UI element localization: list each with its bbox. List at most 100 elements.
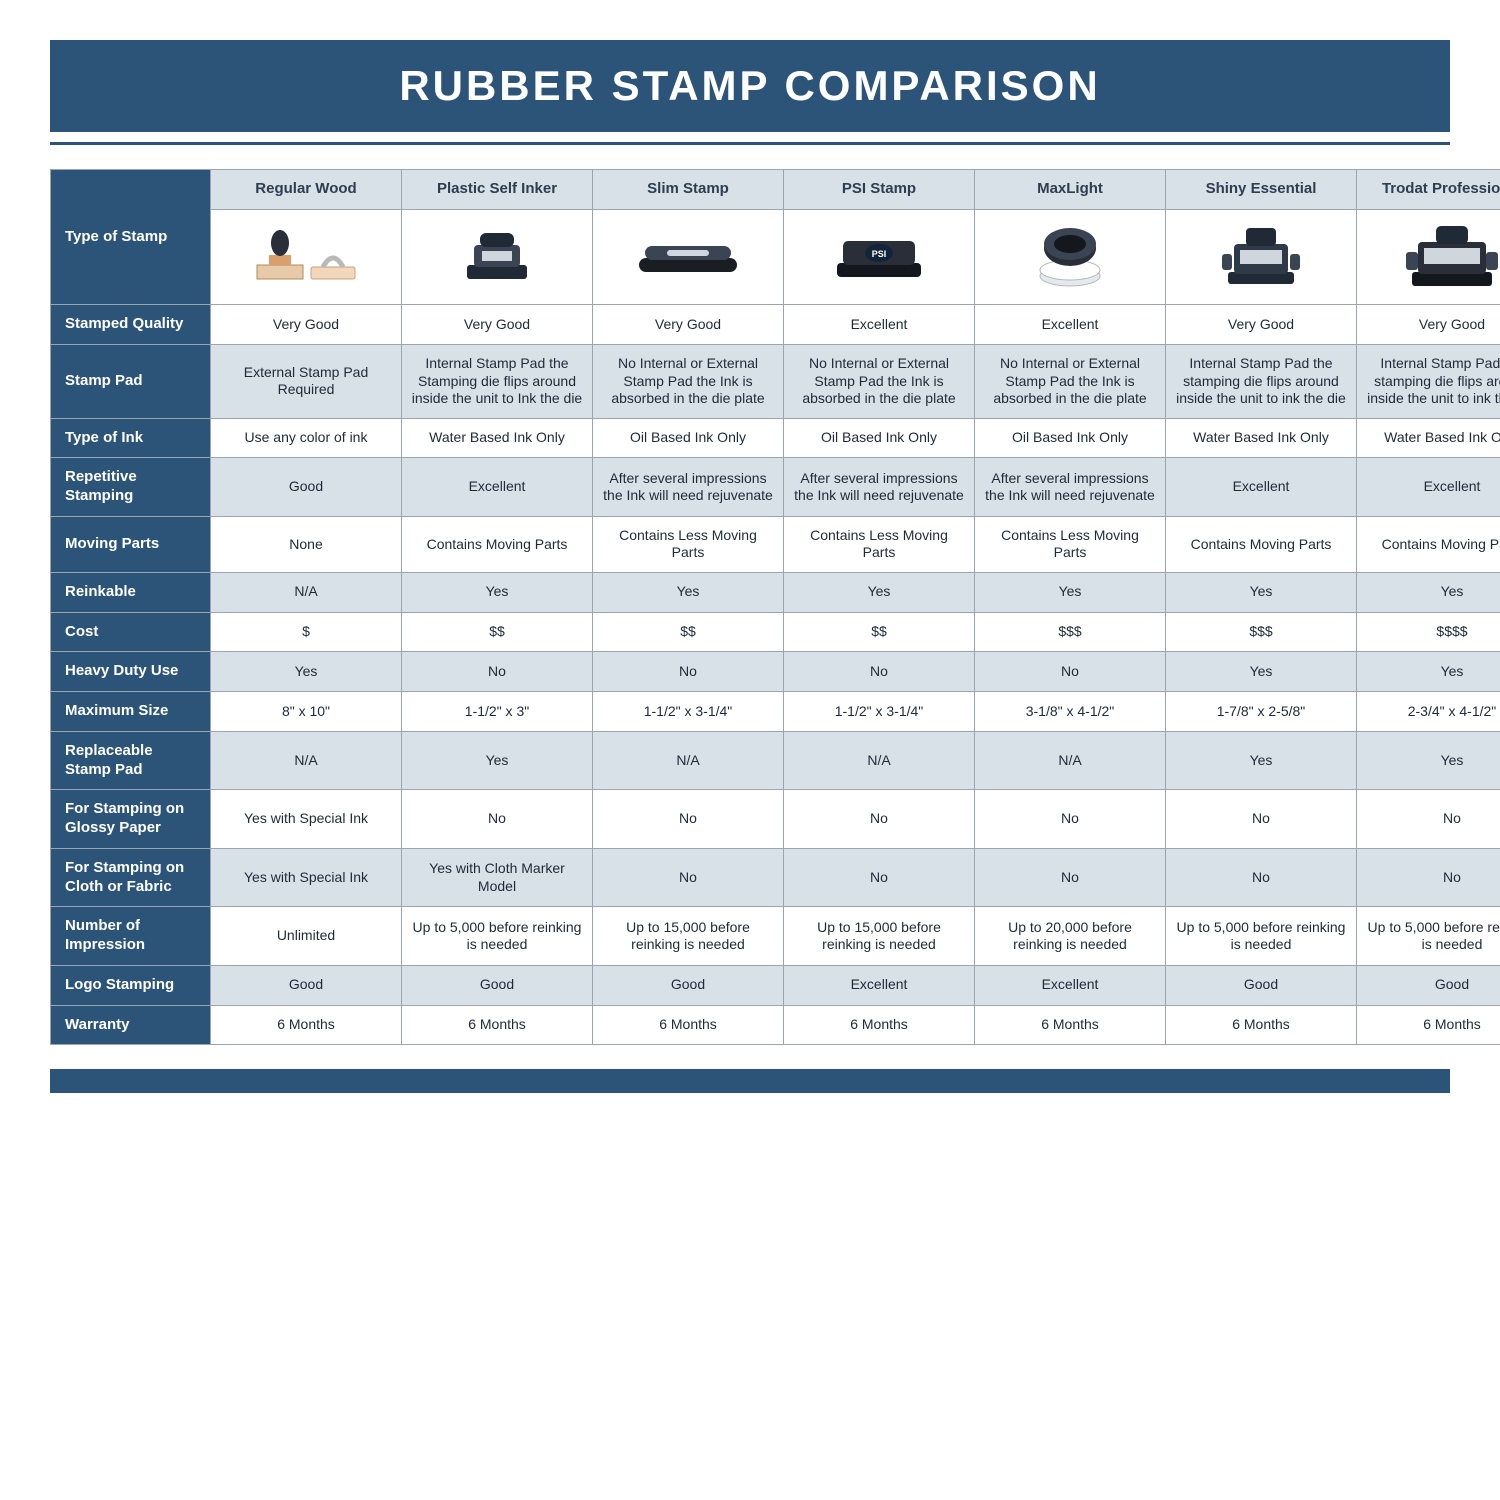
row-label: Replaceable Stamp Pad — [51, 731, 211, 790]
col-regular-wood: Regular Wood — [211, 170, 402, 210]
table-cell: Contains Less Moving Parts — [784, 516, 975, 572]
table-cell: No — [1166, 790, 1357, 849]
maxlight-icon — [1030, 220, 1110, 295]
table-cell: $ — [211, 612, 402, 652]
table-cell: Water Based Ink Only — [1357, 418, 1500, 458]
table-cell: External Stamp Pad Required — [211, 345, 402, 419]
table-cell: No Internal or External Stamp Pad the In… — [975, 345, 1166, 419]
table-cell: After several impressions the Ink will n… — [784, 458, 975, 517]
table-body: Stamped QualityVery GoodVery GoodVery Go… — [51, 305, 1500, 1045]
table-cell: $$$$ — [1357, 612, 1500, 652]
table-cell: Yes — [1357, 731, 1500, 790]
table-cell: Internal Stamp Pad the stamping die flip… — [1166, 345, 1357, 419]
title-divider — [50, 142, 1450, 145]
stamp-image-shiny-essential — [1166, 209, 1357, 305]
row-label: Stamped Quality — [51, 305, 211, 345]
stamp-image-regular-wood — [211, 209, 402, 305]
table-cell: Good — [1166, 965, 1357, 1005]
page: RUBBER STAMP COMPARISON Type of Stamp Re… — [0, 0, 1500, 1123]
stamp-image-maxlight — [975, 209, 1166, 305]
row-label: Logo Stamping — [51, 965, 211, 1005]
table-cell: Contains Moving Parts — [402, 516, 593, 572]
col-slim-stamp: Slim Stamp — [593, 170, 784, 210]
table-cell: Up to 5,000 before reinking is needed — [1357, 907, 1500, 966]
table-cell: Very Good — [593, 305, 784, 345]
table-cell: No — [1166, 848, 1357, 907]
table-cell: Water Based Ink Only — [1166, 418, 1357, 458]
psi-stamp-icon: PSI — [829, 227, 929, 287]
table-cell: Excellent — [784, 965, 975, 1005]
table-cell: Yes — [1357, 652, 1500, 692]
stamp-image-psi-stamp: PSI — [784, 209, 975, 305]
table-cell: No Internal or External Stamp Pad the In… — [593, 345, 784, 419]
table-cell: 6 Months — [593, 1005, 784, 1045]
table-cell: Yes — [1166, 731, 1357, 790]
table-cell: 8" x 10" — [211, 692, 402, 732]
table-cell: Up to 20,000 before reinking is needed — [975, 907, 1166, 966]
row-label: Moving Parts — [51, 516, 211, 572]
self-inker-icon — [452, 225, 542, 290]
table-cell: Yes with Cloth Marker Model — [402, 848, 593, 907]
table-cell: Internal Stamp Pad the stamping die flip… — [1357, 345, 1500, 419]
table-row: For Stamping on Cloth or FabricYes with … — [51, 848, 1500, 907]
table-cell: Up to 5,000 before reinking is needed — [402, 907, 593, 966]
table-cell: Up to 15,000 before reinking is needed — [784, 907, 975, 966]
table-cell: Up to 5,000 before reinking is needed — [1166, 907, 1357, 966]
table-cell: 6 Months — [1357, 1005, 1500, 1045]
table-image-row: PSI — [51, 209, 1500, 305]
col-plastic-self-inker: Plastic Self Inker — [402, 170, 593, 210]
table-cell: No — [975, 790, 1166, 849]
stamp-image-trodat-professional — [1357, 209, 1500, 305]
table-cell: Contains Less Moving Parts — [593, 516, 784, 572]
comparison-table: Type of Stamp Regular Wood Plastic Self … — [50, 169, 1500, 1045]
wood-stamp-icon — [251, 225, 361, 290]
table-cell: Very Good — [1166, 305, 1357, 345]
table-cell: 6 Months — [1166, 1005, 1357, 1045]
col-maxlight: MaxLight — [975, 170, 1166, 210]
table-cell: No — [1357, 790, 1500, 849]
table-cell: Oil Based Ink Only — [593, 418, 784, 458]
table-cell: Good — [211, 965, 402, 1005]
col-shiny-essential: Shiny Essential — [1166, 170, 1357, 210]
stamp-image-plastic-self-inker — [402, 209, 593, 305]
table-cell: 1-1/2" x 3" — [402, 692, 593, 732]
table-row: Moving PartsNoneContains Moving PartsCon… — [51, 516, 1500, 572]
table-cell: Yes with Special Ink — [211, 790, 402, 849]
table-cell: Use any color of ink — [211, 418, 402, 458]
table-cell: Yes — [1166, 652, 1357, 692]
table-row: Cost$$$$$$$$$$$$$$$$$ — [51, 612, 1500, 652]
shiny-essential-icon — [1216, 220, 1306, 295]
table-cell: Yes — [593, 572, 784, 612]
row-label: Heavy Duty Use — [51, 652, 211, 692]
table-cell: N/A — [593, 731, 784, 790]
table-cell: Good — [402, 965, 593, 1005]
table-cell: No — [784, 652, 975, 692]
table-cell: $$ — [784, 612, 975, 652]
table-cell: Good — [593, 965, 784, 1005]
table-cell: No — [593, 790, 784, 849]
table-cell: No — [784, 790, 975, 849]
table-cell: Contains Less Moving Parts — [975, 516, 1166, 572]
table-cell: 3-1/8" x 4-1/2" — [975, 692, 1166, 732]
table-cell: Yes — [784, 572, 975, 612]
table-cell: No — [402, 790, 593, 849]
row-label: Type of Ink — [51, 418, 211, 458]
table-cell: Very Good — [1357, 305, 1500, 345]
table-cell: $$$ — [975, 612, 1166, 652]
table-cell: Unlimited — [211, 907, 402, 966]
table-cell: Very Good — [402, 305, 593, 345]
table-row: For Stamping on Glossy PaperYes with Spe… — [51, 790, 1500, 849]
table-cell: After several impressions the Ink will n… — [975, 458, 1166, 517]
table-row: Warranty6 Months6 Months6 Months6 Months… — [51, 1005, 1500, 1045]
table-cell: After several impressions the Ink will n… — [593, 458, 784, 517]
table-row: Stamped QualityVery GoodVery GoodVery Go… — [51, 305, 1500, 345]
table-cell: Yes — [1166, 572, 1357, 612]
svg-text:PSI: PSI — [872, 249, 887, 259]
table-cell: Excellent — [975, 965, 1166, 1005]
table-cell: Contains Moving Parts — [1166, 516, 1357, 572]
table-cell: None — [211, 516, 402, 572]
table-cell: No — [593, 848, 784, 907]
table-cell: Up to 15,000 before reinking is needed — [593, 907, 784, 966]
table-row: Replaceable Stamp PadN/AYesN/AN/AN/AYesY… — [51, 731, 1500, 790]
row-label: Warranty — [51, 1005, 211, 1045]
